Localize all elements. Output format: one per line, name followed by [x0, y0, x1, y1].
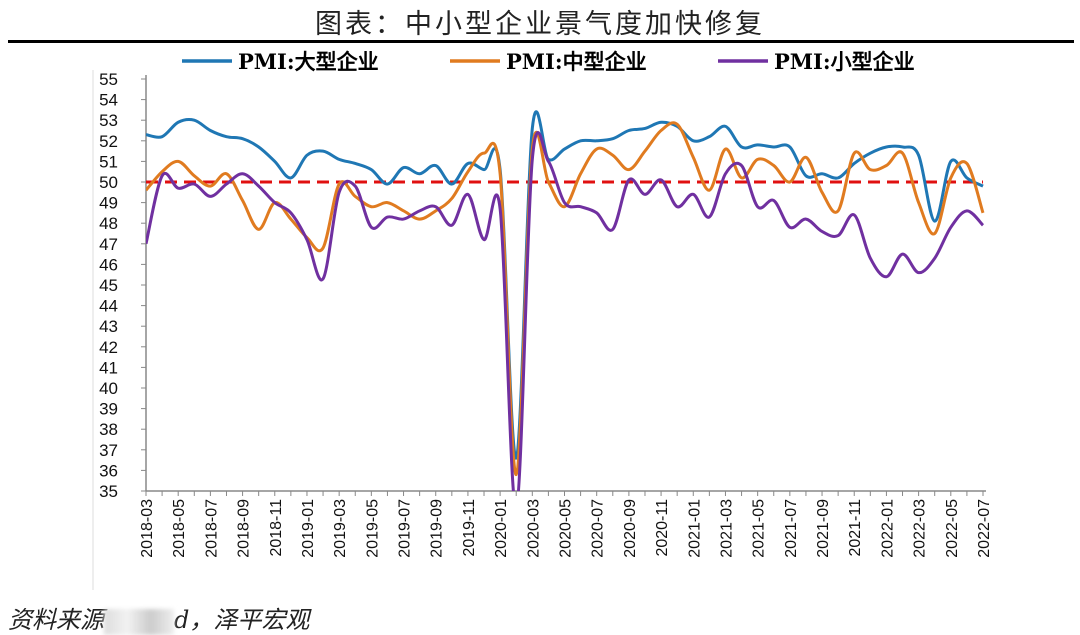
series-line-3: [146, 131, 985, 491]
x-tick-label: 2019-09: [429, 499, 446, 558]
y-tick-label: 36: [99, 461, 118, 480]
x-tick-label: 2020-05: [558, 499, 575, 558]
y-tick-label: 51: [99, 152, 118, 171]
y-tick-label: 40: [99, 379, 118, 398]
x-tick-label: 2019-03: [332, 499, 349, 558]
y-tick-label: 39: [99, 400, 118, 419]
series-line-2: [146, 121, 985, 477]
y-tick-label: 47: [99, 235, 118, 254]
x-tick-label: 2020-11: [654, 499, 671, 557]
x-tick-label: 2020-03: [525, 499, 542, 558]
x-tick-label: 2019-07: [397, 499, 414, 558]
legend-label-3: PMI:小型企业: [774, 49, 915, 74]
legend: PMI:大型企业 PMI:中型企业 PMI:小型企业: [182, 49, 915, 74]
x-tick-label: 2020-09: [622, 499, 639, 558]
y-tick-label: 45: [99, 276, 118, 295]
y-tick-label: 49: [99, 194, 118, 213]
x-tick-label: 2019-01: [300, 499, 317, 558]
x-tick-label: 2021-03: [718, 499, 735, 558]
y-tick-label: 48: [99, 214, 118, 233]
redacted-block: [104, 608, 174, 635]
x-tick-label: 2018-03: [139, 499, 156, 558]
y-tick-label: 44: [99, 297, 118, 316]
y-tick-label: 41: [99, 358, 118, 377]
y-tick-label: 42: [99, 338, 118, 357]
y-tick-label: 35: [99, 482, 118, 501]
y-tick-label: 43: [99, 317, 118, 336]
x-tick-label: 2021-05: [751, 499, 768, 558]
series-lines: [146, 110, 985, 491]
x-tick-label: 2020-01: [493, 499, 510, 558]
x-tick-label: 2019-05: [364, 499, 381, 558]
x-tick-label: 2022-01: [879, 499, 896, 558]
y-tick-label: 55: [99, 70, 118, 89]
y-tick-label: 37: [99, 441, 118, 460]
line-chart: PMI:大型企业 PMI:中型企业 PMI:小型企业 353637383940414…: [92, 49, 993, 590]
x-tick-label: 2021-01: [686, 499, 703, 558]
x-tick-label: 2020-07: [590, 499, 607, 558]
x-tick-label: 2018-09: [236, 499, 253, 558]
chart-title: 图表：中小型企业景气度加快修复: [315, 9, 765, 40]
y-tick-label: 53: [99, 111, 118, 130]
y-tick-label: 50: [99, 173, 118, 192]
source-prefix: 资料来源: [8, 606, 104, 634]
y-tick-label: 38: [99, 420, 118, 439]
x-tick-label: 2018-07: [203, 499, 220, 558]
y-tick-label: 46: [99, 255, 118, 274]
x-tick-label: 2022-07: [976, 499, 993, 558]
source-suffix: d，泽平宏观: [174, 606, 310, 634]
y-tick-label: 54: [99, 91, 118, 110]
legend-label-2: PMI:中型企业: [506, 49, 647, 74]
y-tick-label: 52: [99, 132, 118, 151]
source-note: 资料来源 d，泽平宏观: [8, 600, 309, 635]
x-tick-label: 2021-11: [847, 499, 864, 557]
x-tick-label: 2021-09: [815, 499, 832, 558]
x-tick-label: 2022-03: [912, 499, 929, 558]
series-line-1: [146, 110, 984, 460]
x-tick-label: 2022-05: [944, 499, 961, 558]
x-tick-label: 2018-05: [171, 499, 188, 558]
x-tick-label: 2019-11: [461, 499, 478, 557]
legend-label-1: PMI:大型企业: [238, 49, 379, 74]
x-tick-label: 2018-11: [268, 499, 285, 557]
title-rule: [8, 40, 1074, 43]
x-tick-label: 2021-07: [783, 499, 800, 558]
